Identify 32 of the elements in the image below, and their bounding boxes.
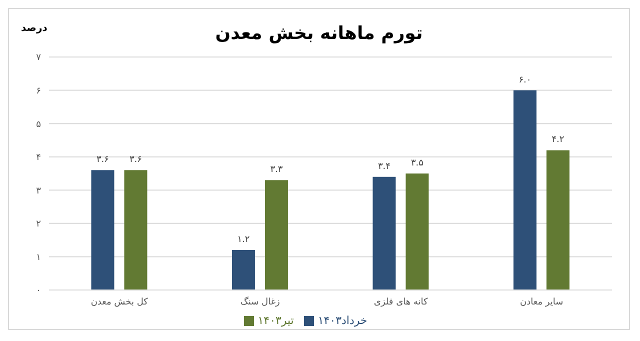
bar (513, 90, 536, 290)
x-tick-label: کانه های فلزی (374, 297, 429, 308)
data-label: ۳.۶ (129, 155, 142, 166)
y-tick-label: ۲ (36, 220, 42, 230)
data-label: ۳.۵ (410, 158, 424, 168)
x-tick-label: سایر معادن (520, 297, 564, 308)
data-label: ۴.۲ (552, 135, 564, 146)
y-tick-label: ۴ (36, 153, 42, 164)
bar (264, 180, 288, 290)
y-tick-label: ۶ (36, 86, 42, 96)
y-tick-label: ۱ (36, 252, 41, 263)
y-axis-title: درصد (21, 23, 48, 34)
bar (372, 176, 396, 290)
bar (124, 170, 148, 290)
data-label: ۶.۰ (518, 75, 532, 86)
data-label: ۳.۳ (270, 165, 283, 176)
y-tick-label: ۰ (36, 286, 41, 296)
y-tick-label: ۷ (36, 53, 42, 64)
legend-label: خرداد۱۴۰۳ (318, 314, 368, 327)
x-tick-label: زغال سنگ (240, 295, 280, 308)
x-tick-label: کل بخش معدن (90, 297, 149, 308)
data-label: ۳.۴ (378, 162, 391, 172)
bar (406, 174, 429, 290)
data-label: ۱.۲ (237, 235, 250, 246)
y-tick-label: ۳ (36, 186, 42, 196)
y-tick-label: ۵ (36, 120, 42, 130)
bar (546, 150, 570, 290)
legend-label: تیر۱۴۰۳ (258, 314, 294, 327)
data-label: ۳.۶ (96, 155, 110, 166)
chart-title: تورم ماهانه بخش معدن (215, 23, 423, 44)
bar (91, 170, 114, 290)
bar (232, 250, 255, 290)
